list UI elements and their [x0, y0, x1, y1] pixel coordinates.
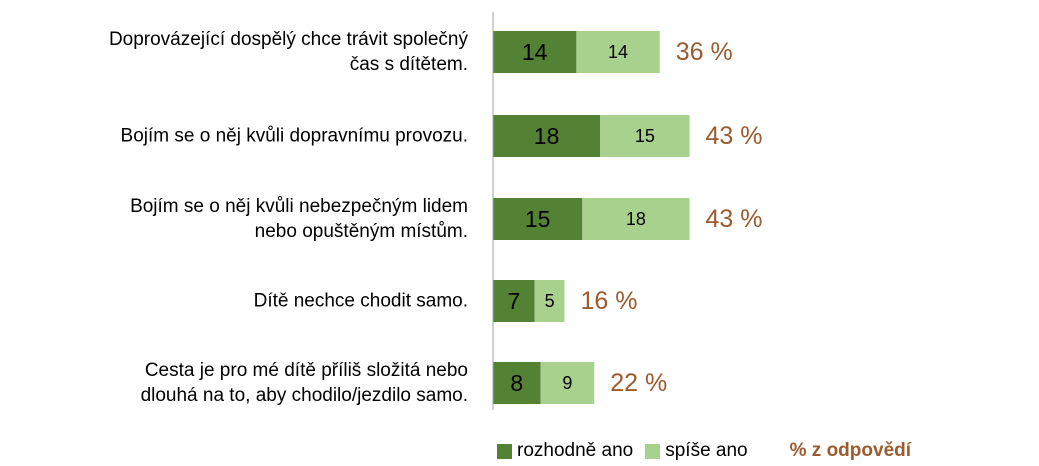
category-label: Cesta je pro mé dítě příliš složitá nebo…: [140, 360, 468, 406]
category-label: Bojím se o něj kvůli dopravnímu provozu.: [120, 125, 468, 147]
bar-segment: [534, 280, 565, 322]
data-label: 14: [608, 42, 628, 62]
total-label: 43 %: [706, 205, 763, 233]
data-label: 15: [525, 206, 551, 232]
category-label: Doprovázející dospělý chce trávit společ…: [108, 29, 468, 75]
legend-label: spíše ano: [665, 440, 748, 461]
total-label: 16 %: [580, 287, 637, 315]
legend-item: spíše ano: [645, 440, 748, 462]
bar-segment: [493, 31, 577, 73]
data-label: 8: [510, 370, 523, 396]
bar-segment: [600, 115, 690, 157]
data-label: 9: [562, 373, 572, 393]
data-label: 15: [635, 126, 655, 146]
bar-segment: [493, 115, 601, 157]
total-label: 43 %: [706, 122, 763, 150]
data-label: 7: [507, 288, 520, 314]
bar-segment: [540, 362, 595, 404]
legend-swatch: [497, 443, 512, 459]
category-label: Dítě nechce chodit samo.: [253, 290, 468, 312]
legend-swatch: [645, 443, 661, 459]
bar-segment: [576, 31, 660, 73]
data-label: 18: [626, 209, 646, 229]
bar-segment: [493, 362, 541, 404]
legend-label: rozhodně ano: [517, 440, 634, 461]
total-label: 36 %: [676, 38, 733, 66]
data-label: 14: [522, 39, 548, 65]
legend: rozhodně ano spíše ano % z odpovědí: [497, 440, 911, 462]
bar-segment: [493, 280, 535, 322]
total-label: 22 %: [610, 369, 667, 397]
legend-label: % z odpovědí: [789, 440, 912, 461]
category-label: Bojím se o něj kvůli nebezpečným lidem n…: [130, 196, 468, 242]
data-label: 5: [545, 291, 555, 311]
data-label: 18: [534, 123, 560, 149]
bar-segment: [582, 198, 690, 240]
legend-item: rozhodně ano: [497, 440, 633, 462]
bar-segment: [493, 198, 583, 240]
